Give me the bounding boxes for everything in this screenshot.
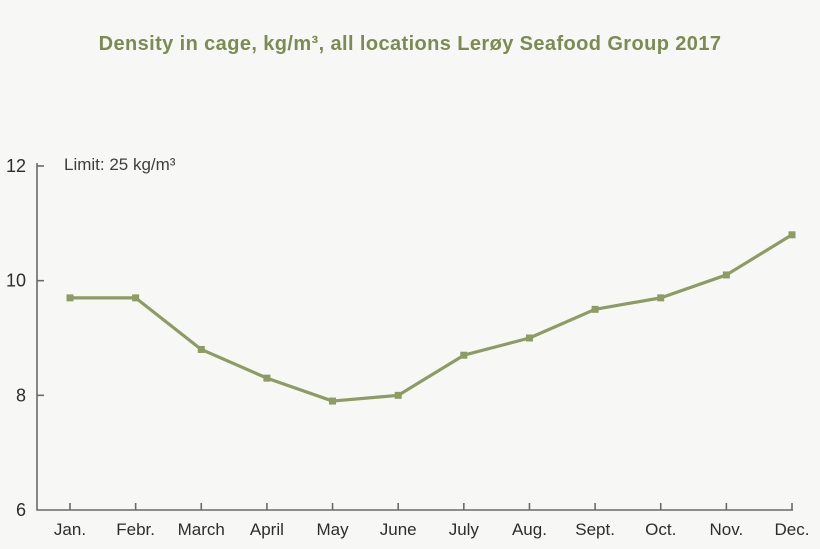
x-tick-label: March: [178, 520, 225, 539]
x-tick-label: Aug.: [512, 520, 547, 539]
x-tick-label: May: [316, 520, 349, 539]
data-series: [66, 231, 796, 405]
data-point-marker: [132, 294, 140, 302]
x-tick-label: Sept.: [575, 520, 615, 539]
y-axis: 6 8 10 12: [6, 156, 44, 520]
data-point-marker: [66, 294, 74, 302]
x-axis: Jan. Febr. March April May June July Aug. Sept. O…: [54, 503, 810, 539]
data-point-marker: [525, 334, 533, 342]
x-tick-label: June: [380, 520, 417, 539]
data-point-marker: [197, 345, 205, 353]
data-point-marker: [722, 271, 730, 279]
data-point-marker: [394, 391, 402, 399]
y-tick-label: 6: [16, 500, 26, 520]
data-point-marker: [460, 351, 468, 359]
series-line: [70, 233, 793, 403]
data-point-marker: [657, 294, 665, 302]
data-point-marker: [263, 374, 271, 382]
y-tick-label: 12: [6, 156, 26, 176]
axes: [36, 163, 793, 511]
limit-annotation: Limit: 25 kg/m³: [64, 155, 176, 174]
x-tick-label: April: [250, 520, 284, 539]
x-tick-label: Nov.: [710, 520, 744, 539]
x-tick-label: July: [449, 520, 480, 539]
chart-title: Density in cage, kg/m³, all locations Le…: [98, 33, 722, 55]
data-point-marker: [329, 397, 337, 405]
x-tick-label: Oct.: [645, 520, 676, 539]
y-tick-label: 8: [16, 385, 26, 405]
data-point-marker: [788, 231, 796, 239]
x-tick-label: Febr.: [116, 520, 155, 539]
data-point-marker: [591, 305, 599, 313]
y-tick-label: 10: [6, 271, 26, 291]
x-tick-label: Dec.: [775, 520, 810, 539]
x-tick-label: Jan.: [54, 520, 86, 539]
